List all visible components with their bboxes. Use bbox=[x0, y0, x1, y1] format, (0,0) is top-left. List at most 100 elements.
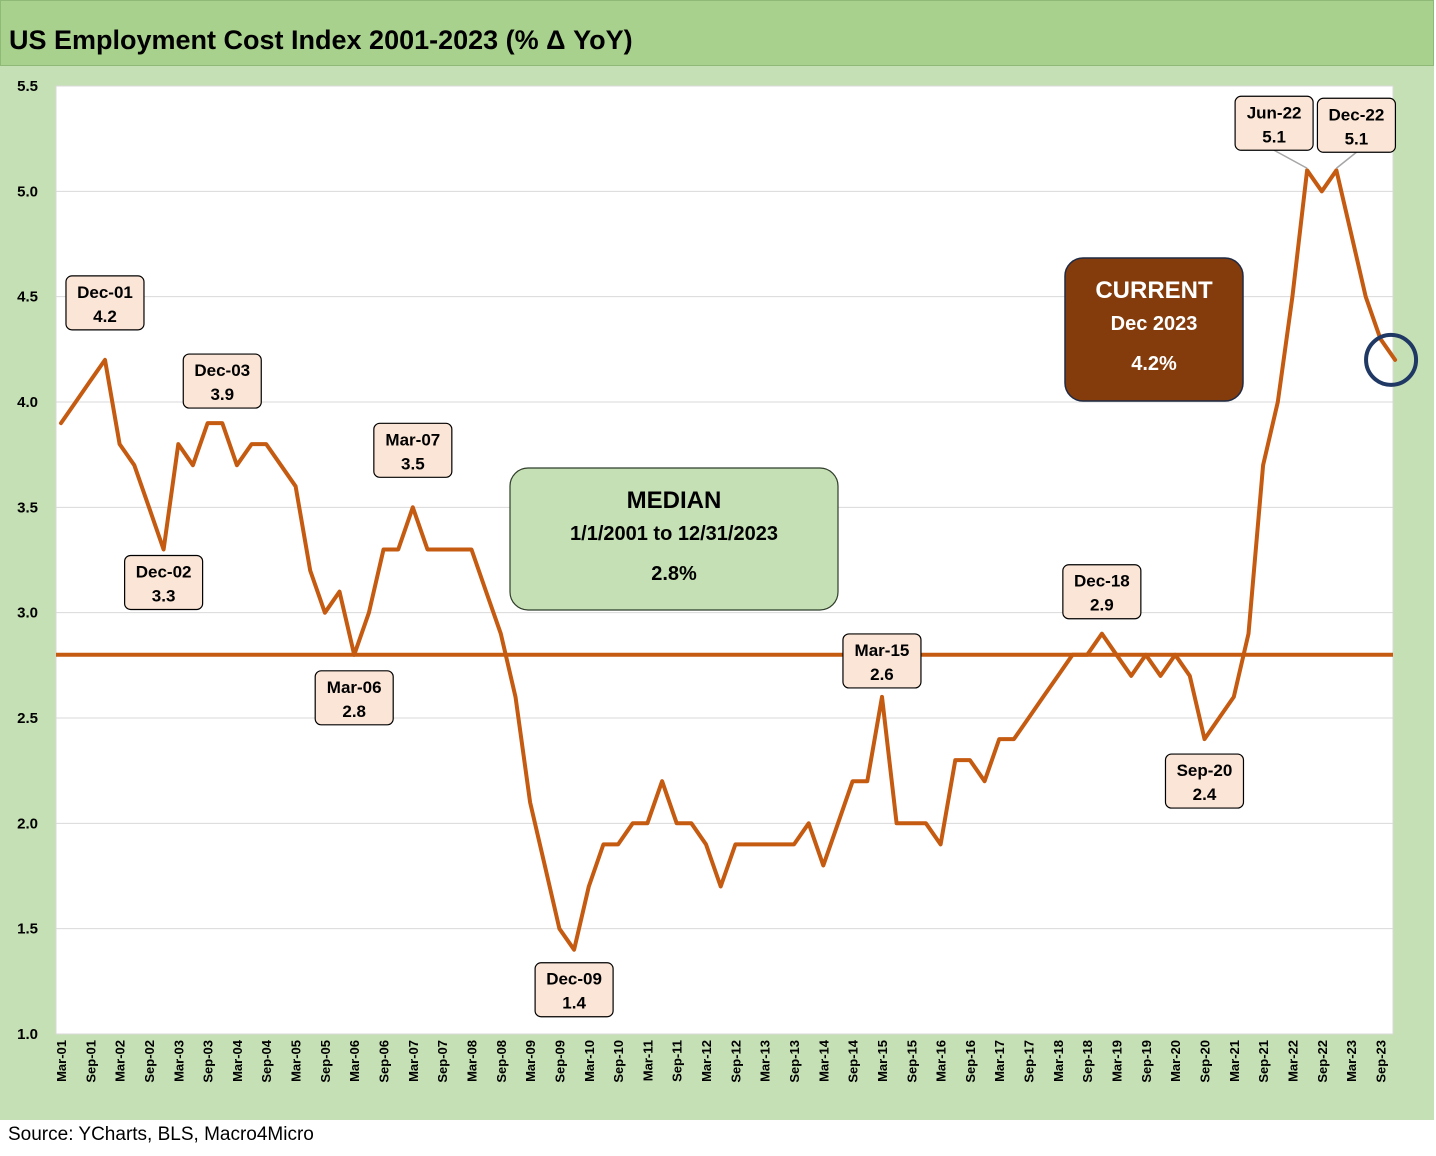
callout-value: 4.2 bbox=[93, 307, 117, 326]
x-tick-label: Sep-21 bbox=[1256, 1040, 1271, 1083]
callout-date: Dec-01 bbox=[77, 283, 133, 302]
current-box-bg bbox=[1064, 257, 1244, 402]
callout-dec-02: Dec-02 3.3 bbox=[124, 554, 204, 611]
y-tick-label: 2.0 bbox=[17, 815, 38, 832]
callout-date: Mar-15 bbox=[855, 641, 910, 660]
x-tick-label: Mar-01 bbox=[54, 1040, 69, 1082]
y-tick-label: 3.0 bbox=[17, 605, 38, 622]
x-tick-label: Mar-02 bbox=[113, 1040, 128, 1082]
x-tick-label: Sep-05 bbox=[318, 1040, 333, 1083]
x-tick-label: Sep-20 bbox=[1197, 1040, 1212, 1083]
callout-box bbox=[182, 353, 262, 409]
x-tick-label: Sep-18 bbox=[1080, 1040, 1095, 1083]
x-tick-label: Sep-23 bbox=[1373, 1040, 1388, 1083]
x-tick-label: Sep-17 bbox=[1022, 1040, 1037, 1083]
callout-box bbox=[1164, 753, 1245, 809]
current-marker-ring bbox=[1364, 332, 1419, 387]
y-tick-label: 5.0 bbox=[17, 183, 38, 200]
x-tick-label: Sep-15 bbox=[904, 1040, 919, 1083]
callout-value: 5.1 bbox=[1345, 129, 1369, 148]
x-tick-label: Mar-08 bbox=[464, 1040, 479, 1082]
callout-mar-15: Mar-15 2.6 bbox=[842, 633, 922, 689]
x-tick-label: Sep-16 bbox=[963, 1040, 978, 1083]
callout-dec-01: Dec-01 4.2 bbox=[65, 275, 145, 331]
callout-date: Jun-22 bbox=[1247, 103, 1302, 122]
x-tick-label: Mar-04 bbox=[230, 1039, 245, 1082]
x-tick-label: Sep-22 bbox=[1315, 1040, 1330, 1083]
callout-box bbox=[1234, 95, 1314, 151]
x-tick-label: Mar-16 bbox=[934, 1040, 949, 1082]
callout-mar-07: Mar-07 3.5 bbox=[373, 422, 453, 478]
callout-dec-09: Dec-09 1.4 bbox=[534, 962, 614, 1018]
callout-box bbox=[1062, 564, 1142, 620]
callout-value: 2.9 bbox=[1090, 596, 1114, 615]
x-tick-label: Mar-06 bbox=[347, 1040, 362, 1082]
y-tick-label: 2.5 bbox=[17, 710, 38, 727]
callout-mar-06: Mar-06 2.8 bbox=[314, 670, 394, 726]
callout-leader bbox=[1335, 151, 1357, 169]
current-box-value: 4.2% bbox=[1131, 353, 1177, 375]
x-tick-label: Mar-18 bbox=[1051, 1040, 1066, 1082]
x-tick-label: Mar-21 bbox=[1227, 1040, 1242, 1082]
callout-dec-03: Dec-03 3.9 bbox=[182, 353, 262, 409]
callout-sep-20: Sep-20 2.4 bbox=[1164, 753, 1245, 809]
x-tick-label: Mar-07 bbox=[406, 1040, 421, 1082]
ecis-series-line bbox=[59, 168, 1398, 952]
median-box-range: 1/1/2001 to 12/31/2023 bbox=[570, 523, 778, 545]
callout-date: Dec-22 bbox=[1329, 105, 1385, 124]
callout-value: 5.1 bbox=[1262, 127, 1286, 146]
callout-value: 3.5 bbox=[401, 454, 425, 473]
x-tick-label: Sep-14 bbox=[846, 1039, 861, 1082]
x-tick-label: Mar-11 bbox=[640, 1040, 655, 1081]
callout-date: Dec-02 bbox=[136, 562, 192, 581]
callout-date: Mar-07 bbox=[385, 430, 440, 449]
callout-value: 1.4 bbox=[562, 994, 586, 1013]
callout-date: Dec-09 bbox=[546, 970, 602, 989]
callout-value: 3.9 bbox=[210, 385, 234, 404]
callout-dec-18: Dec-18 2.9 bbox=[1062, 564, 1142, 620]
x-tick-label: Mar-09 bbox=[523, 1040, 538, 1082]
x-tick-label: Sep-19 bbox=[1139, 1040, 1154, 1083]
median-box: MEDIAN 1/1/2001 to 12/31/2023 2.8% bbox=[509, 467, 839, 611]
callout-date: Mar-06 bbox=[327, 678, 382, 697]
x-tick-label: Sep-01 bbox=[83, 1040, 98, 1083]
x-tick-label: Mar-22 bbox=[1285, 1040, 1300, 1082]
callout-date: Dec-03 bbox=[194, 361, 250, 380]
callout-dec-22: Dec-22 5.1 bbox=[1316, 97, 1397, 153]
x-tick-label: Mar-14 bbox=[816, 1039, 831, 1082]
y-tick-label: 5.5 bbox=[17, 78, 38, 95]
x-tick-label: Sep-02 bbox=[142, 1040, 157, 1083]
median-box-bg bbox=[509, 467, 839, 611]
current-box-date: Dec 2023 bbox=[1111, 313, 1198, 335]
x-tick-label: Mar-17 bbox=[992, 1040, 1007, 1082]
x-tick-label: Sep-06 bbox=[377, 1040, 392, 1083]
x-tick-label: Mar-13 bbox=[758, 1040, 773, 1082]
x-tick-label: Sep-13 bbox=[787, 1040, 802, 1083]
current-box-heading: CURRENT bbox=[1095, 277, 1213, 304]
callout-value: 2.4 bbox=[1193, 785, 1217, 804]
callout-box bbox=[65, 275, 145, 331]
median-box-value: 2.8% bbox=[651, 563, 697, 585]
source-note: Source: YCharts, BLS, Macro4Micro bbox=[8, 1124, 314, 1145]
x-tick-label: Sep-03 bbox=[201, 1040, 216, 1083]
y-tick-label: 1.5 bbox=[17, 921, 38, 938]
y-tick-label: 4.0 bbox=[17, 394, 38, 411]
x-tick-label: Sep-08 bbox=[494, 1040, 509, 1083]
x-tick-label: Mar-03 bbox=[171, 1040, 186, 1082]
chart-title: US Employment Cost Index 2001-2023 (% Δ … bbox=[9, 25, 633, 55]
current-box: CURRENT Dec 2023 4.2% bbox=[1064, 257, 1244, 402]
callout-date: Dec-18 bbox=[1074, 572, 1130, 591]
x-tick-label: Sep-09 bbox=[552, 1040, 567, 1083]
callout-value: 3.3 bbox=[152, 586, 176, 605]
callout-box bbox=[842, 633, 922, 689]
callout-value: 2.6 bbox=[870, 665, 894, 684]
x-tick-label: Mar-10 bbox=[582, 1040, 597, 1082]
y-tick-label: 4.5 bbox=[17, 289, 38, 306]
x-tick-label: Sep-10 bbox=[611, 1040, 626, 1083]
x-tick-label: Mar-12 bbox=[699, 1040, 714, 1082]
y-tick-label: 1.0 bbox=[17, 1026, 38, 1043]
x-tick-label: Sep-04 bbox=[259, 1039, 274, 1082]
x-tick-label: Mar-05 bbox=[289, 1040, 304, 1082]
y-tick-label: 3.5 bbox=[17, 499, 38, 516]
